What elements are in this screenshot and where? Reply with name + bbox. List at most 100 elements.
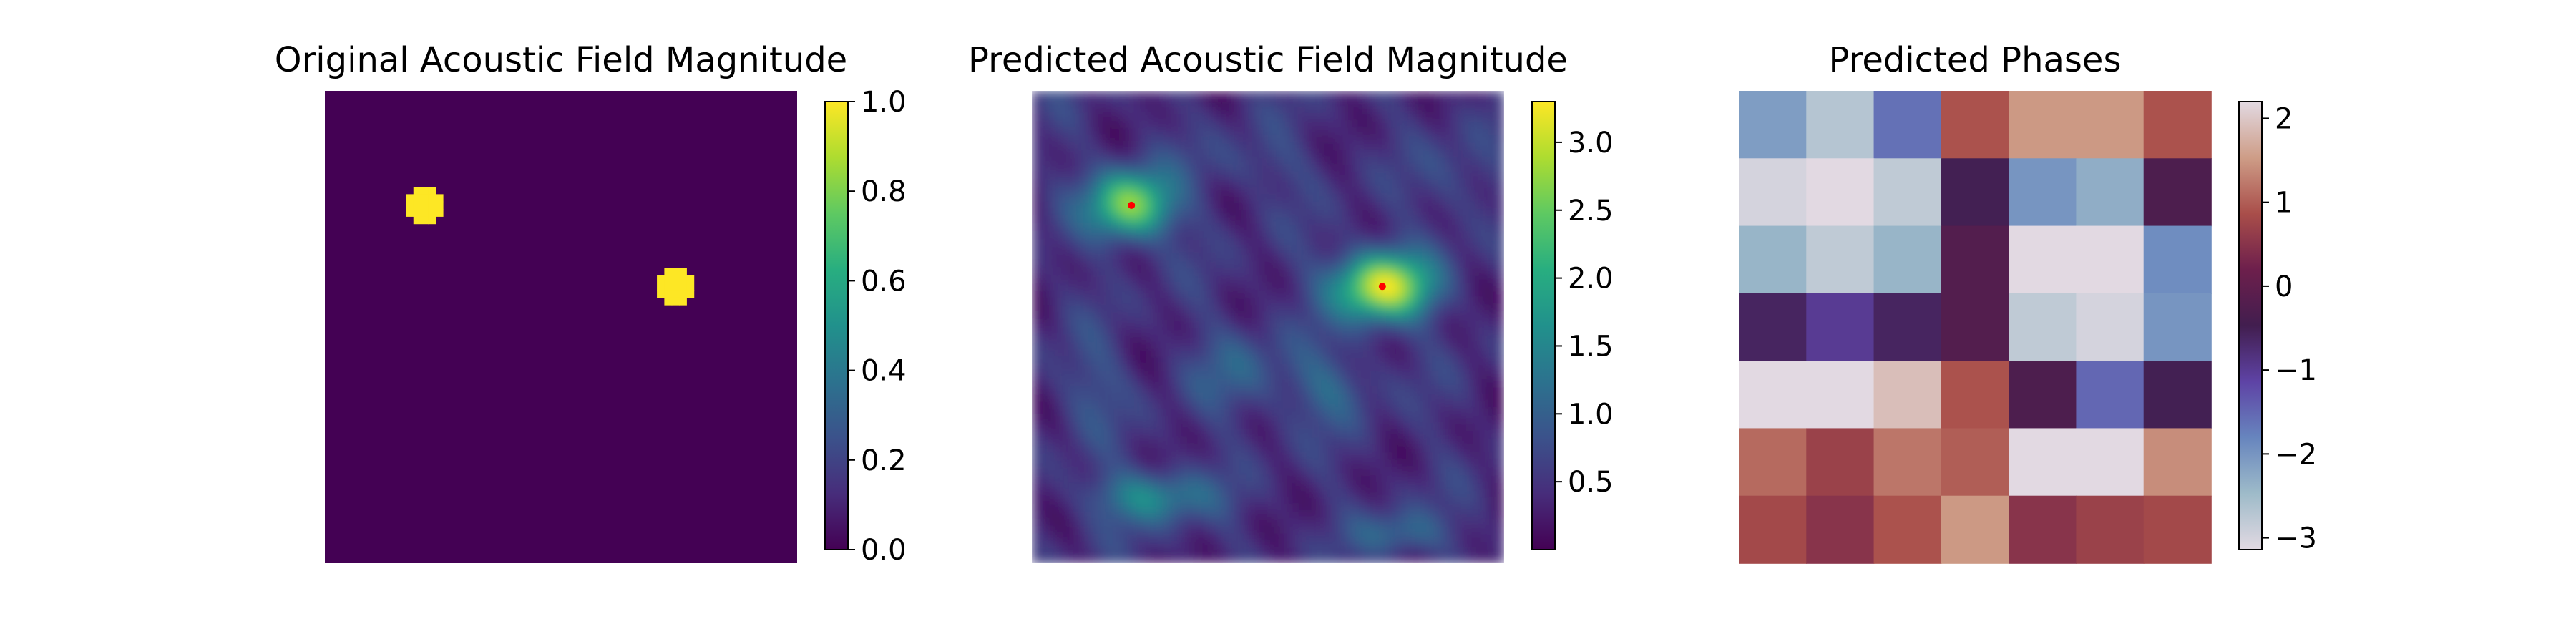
phase-cell <box>1941 428 2009 497</box>
phase-cell <box>1739 361 1807 429</box>
field-cells <box>1032 91 1504 563</box>
colorbar-tick-label: −2 <box>2275 438 2317 471</box>
phase-cell <box>1806 428 1875 497</box>
colorbar-tick-label: 1.5 <box>1568 330 1614 363</box>
colorbar-frame <box>2238 101 2263 550</box>
phase-cell <box>1941 158 2009 227</box>
focus-marker <box>1378 283 1386 291</box>
phase-cell <box>1941 361 2009 429</box>
panel-3-colorbar: −3 −2 −1 0 1 2 <box>2238 101 2317 555</box>
focus-cell <box>664 283 673 291</box>
colorbar-tick-label: −1 <box>2275 354 2317 387</box>
phase-cell <box>1873 225 1942 294</box>
focus-cell <box>428 216 436 225</box>
phase-cell <box>2143 225 2212 294</box>
focus-cell <box>428 201 436 210</box>
phase-cell <box>1806 361 1875 429</box>
phase-cell <box>2009 428 2077 497</box>
focus-cell <box>671 268 680 276</box>
phase-cell <box>2076 293 2145 361</box>
phase-cell <box>1739 225 1807 294</box>
focus-cell <box>421 187 429 195</box>
phase-cell <box>1941 495 2009 564</box>
panel-1-title: Original Acoustic Field Magnitude <box>275 40 847 80</box>
phase-cell <box>1739 495 1807 564</box>
colorbar-tick-label: 1.0 <box>1568 398 1614 431</box>
focus-cell <box>664 297 673 306</box>
colorbar-tick-label: 2.0 <box>1568 263 1614 296</box>
colorbar-tick-label: 2 <box>2275 102 2293 135</box>
phase-cell <box>2143 293 2212 361</box>
phase-cell <box>2009 495 2077 564</box>
focus-cell <box>671 297 680 306</box>
focus-cell <box>413 194 421 203</box>
phase-cell <box>1806 91 1875 160</box>
phase-cell <box>1873 91 1942 160</box>
phase-cell <box>2009 225 2077 294</box>
phase-cell <box>2076 428 2145 497</box>
panel-2-heatmap <box>1032 91 1504 563</box>
focus-cell <box>413 201 421 210</box>
phase-cell <box>1941 293 2009 361</box>
phase-cell <box>1941 225 2009 294</box>
phase-cell <box>1806 225 1875 294</box>
focus-cell <box>679 297 687 306</box>
focus-marker <box>1128 201 1136 209</box>
colorbar-tick-label: 1.0 <box>861 86 907 119</box>
phase-cell <box>2143 428 2212 497</box>
phase-cell <box>1806 293 1875 361</box>
focus-cell <box>406 209 414 217</box>
colorbar-tick-label: 0.5 <box>1568 466 1614 499</box>
focus-cell <box>679 283 687 291</box>
colorbar-tick-label: −3 <box>2275 522 2317 555</box>
focus-cell <box>657 275 665 283</box>
panel-1-colorbar: 0.0 0.2 0.4 0.6 0.8 1.0 <box>824 86 907 567</box>
phase-cell <box>1739 91 1807 160</box>
focus-cell <box>671 275 680 283</box>
focus-cell <box>679 290 687 298</box>
focus-cell <box>671 290 680 298</box>
phase-cell <box>2076 361 2145 429</box>
focus-cell <box>435 201 444 210</box>
colorbar-tick-label: 0.2 <box>861 444 907 477</box>
focus-cell <box>406 201 414 210</box>
phase-cell <box>1806 495 1875 564</box>
panel-2-title: Predicted Acoustic Field Magnitude <box>968 40 1568 80</box>
colorbar-frame <box>1531 101 1556 550</box>
colorbar-tick-label: 0.4 <box>861 355 907 388</box>
phase-cell <box>1873 158 1942 227</box>
phase-cell <box>1873 293 1942 361</box>
focus-cell <box>435 194 444 203</box>
focus-cell <box>686 290 695 298</box>
phase-cell <box>1739 293 1807 361</box>
focus-cell <box>421 209 429 217</box>
colorbar-gradient <box>2239 102 2262 550</box>
phase-cell <box>2009 91 2077 160</box>
colorbar-tick-label: 2.5 <box>1568 195 1614 228</box>
focus-cell <box>664 268 673 276</box>
focus-cell <box>679 268 687 276</box>
focus-cell <box>686 275 695 283</box>
focus-cell <box>413 187 421 195</box>
phase-cell <box>1806 158 1875 227</box>
phase-cell <box>2076 495 2145 564</box>
focus-cell <box>428 209 436 217</box>
phase-cell <box>2009 158 2077 227</box>
phase-cell <box>1873 495 1942 564</box>
colorbar-frame <box>824 101 849 550</box>
phase-cell <box>2076 158 2145 227</box>
focus-cell <box>421 201 429 210</box>
phase-cell <box>2009 293 2077 361</box>
colorbar-gradient <box>825 102 848 550</box>
focus-cell <box>671 283 680 291</box>
panel-2-colorbar: 0.5 1.0 1.5 2.0 2.5 3.0 <box>1531 101 1614 550</box>
colorbar-tick-label: 0.8 <box>861 175 907 208</box>
focus-cell <box>413 216 421 225</box>
colorbar-tick-label: 0.0 <box>861 534 907 567</box>
phase-cell <box>2143 495 2212 564</box>
phase-cell <box>2076 91 2145 160</box>
focus-cell <box>664 290 673 298</box>
phase-cell <box>2143 158 2212 227</box>
colorbar-tick-label: 0.6 <box>861 265 907 298</box>
